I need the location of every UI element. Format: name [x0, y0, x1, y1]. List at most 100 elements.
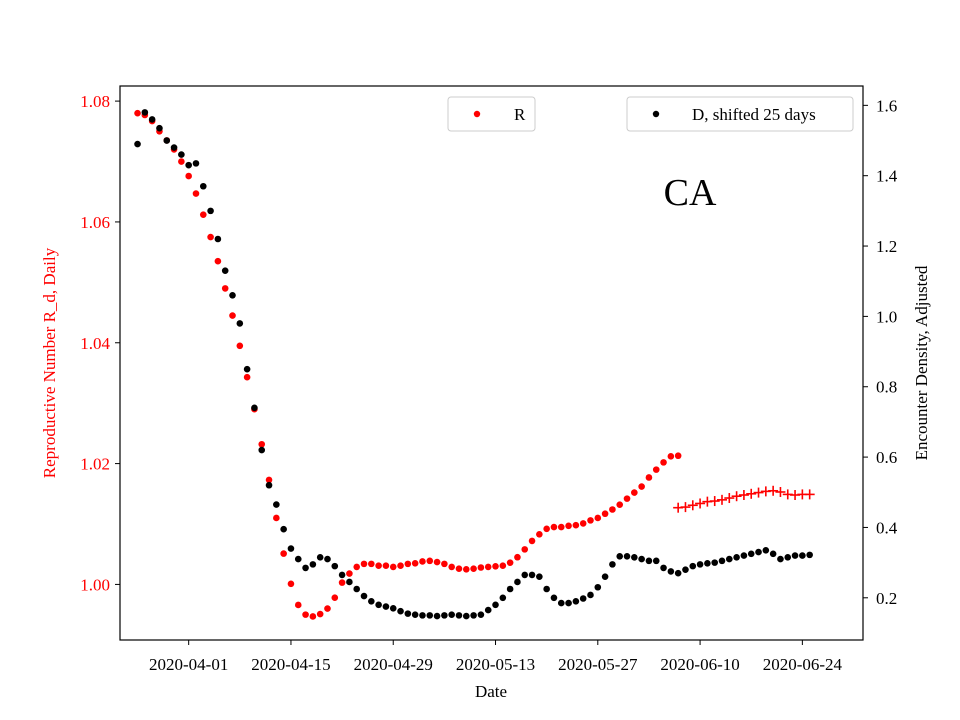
d-shifted-25-days-point [411, 611, 419, 618]
d-shifted-25-days-point [616, 552, 624, 560]
x-tick-label: 2020-04-29 [354, 655, 433, 674]
d-shifted-25-days-point [375, 601, 382, 609]
d-shifted-25-days-point [433, 612, 441, 620]
r-point [660, 459, 667, 466]
x-axis-label: Date [475, 682, 507, 701]
x-tick-label: 2020-06-10 [660, 655, 739, 674]
y-right-tick-label: 1.6 [876, 96, 897, 115]
r-point [397, 562, 404, 569]
r-point [258, 440, 266, 448]
r-forecast-point [746, 488, 757, 499]
r-point [470, 565, 477, 573]
r-point [221, 285, 229, 292]
r-point [324, 605, 331, 612]
d-shifted-25-days-point [747, 550, 755, 558]
d-shifted-25-days-point [280, 525, 287, 533]
d-shifted-25-days-point [528, 571, 536, 579]
r-point [616, 501, 624, 508]
r-point [419, 558, 426, 565]
r-forecast-point [695, 498, 706, 509]
d-shifted-25-days-point [674, 569, 682, 577]
r-point [514, 553, 521, 561]
r-point [331, 594, 339, 602]
r-point [499, 562, 507, 569]
d-shifted-25-days-point [682, 566, 689, 573]
r-point [623, 495, 631, 502]
d-shifted-25-days-point [484, 606, 492, 614]
y-right-tick-label: 1.2 [876, 237, 897, 256]
x-tick-label: 2020-04-01 [149, 655, 228, 674]
d-shifted-25-days-point [331, 562, 339, 570]
d-shifted-25-days-point [601, 573, 609, 580]
legend-d-marker [652, 110, 660, 118]
d-shifted-25-days-point [309, 561, 317, 568]
r-point [178, 158, 185, 165]
d-shifted-25-days-point [791, 552, 799, 559]
d-shifted-25-days-point [696, 561, 704, 568]
r-point [243, 373, 251, 381]
d-shifted-25-days-point [170, 144, 178, 151]
d-shifted-25-days-point [645, 557, 653, 565]
r-point [645, 474, 653, 481]
d-shifted-25-days-point [470, 612, 477, 619]
d-shifted-25-days-point [733, 554, 740, 561]
d-shifted-25-days-point [477, 611, 485, 618]
r-point [214, 257, 222, 265]
r-forecast-point [753, 487, 764, 498]
d-shifted-25-days-point [587, 591, 594, 599]
legend-d: D, shifted 25 days [626, 96, 854, 132]
d-shifted-25-days-point [382, 603, 390, 610]
d-shifted-25-days-point [536, 573, 543, 580]
d-shifted-25-days-point [258, 446, 266, 454]
d-shifted-25-days-point [631, 554, 638, 561]
d-shifted-25-days-point [229, 291, 236, 299]
y-left-tick-label: 1.02 [80, 455, 110, 474]
y-left-tick-label: 1.06 [80, 213, 110, 232]
d-shifted-25-days-point [689, 562, 697, 570]
d-shifted-25-days-point [755, 548, 762, 556]
r-point [265, 476, 273, 484]
r-point [338, 579, 346, 586]
d-shifted-25-days-point [769, 550, 777, 558]
r-point [557, 523, 565, 531]
y-left-tick-label: 1.00 [80, 575, 110, 594]
r-point [521, 546, 529, 553]
r-point [536, 530, 543, 538]
d-shifted-25-days-point [492, 601, 499, 609]
r-point [462, 566, 470, 573]
r-point [565, 522, 572, 530]
d-shifted-25-days-point [368, 598, 375, 605]
d-shifted-25-days-point [236, 320, 244, 327]
r-forecast-point [680, 502, 691, 513]
r-point [550, 523, 558, 531]
r-point [207, 233, 214, 241]
d-shifted-25-days-point [462, 612, 470, 620]
legend-r: R [447, 96, 536, 132]
r-forecast-point [804, 489, 815, 500]
r-point [572, 521, 580, 529]
d-shifted-25-days-point [572, 598, 580, 605]
y-right-tick-label: 0.8 [876, 378, 897, 397]
d-shifted-25-days-point [192, 160, 200, 167]
d-shifted-25-days-point [156, 124, 163, 132]
r-point [652, 466, 660, 473]
d-shifted-25-days-point [543, 585, 550, 593]
d-shifted-25-days-point [638, 555, 645, 563]
x-tick-label: 2020-05-27 [558, 655, 638, 674]
d-shifted-25-days-point [660, 564, 667, 572]
d-shifted-25-days-point [141, 109, 149, 116]
d-shifted-25-days-point [163, 137, 171, 144]
d-shifted-25-days-point [799, 552, 806, 559]
d-shifted-25-days-point [448, 611, 455, 618]
y-right-tick-label: 0.2 [876, 589, 897, 608]
r-forecast-point [738, 490, 749, 501]
d-shifted-25-days-point [762, 547, 770, 554]
d-shifted-25-days-point [557, 599, 565, 607]
r-point [609, 506, 616, 513]
r-point [601, 510, 609, 518]
d-shifted-25-days-point [704, 560, 711, 567]
y-right-tick-label: 0.6 [876, 448, 897, 467]
d-shifted-25-days-point [652, 557, 660, 565]
d-shifted-25-days-point [455, 612, 463, 619]
